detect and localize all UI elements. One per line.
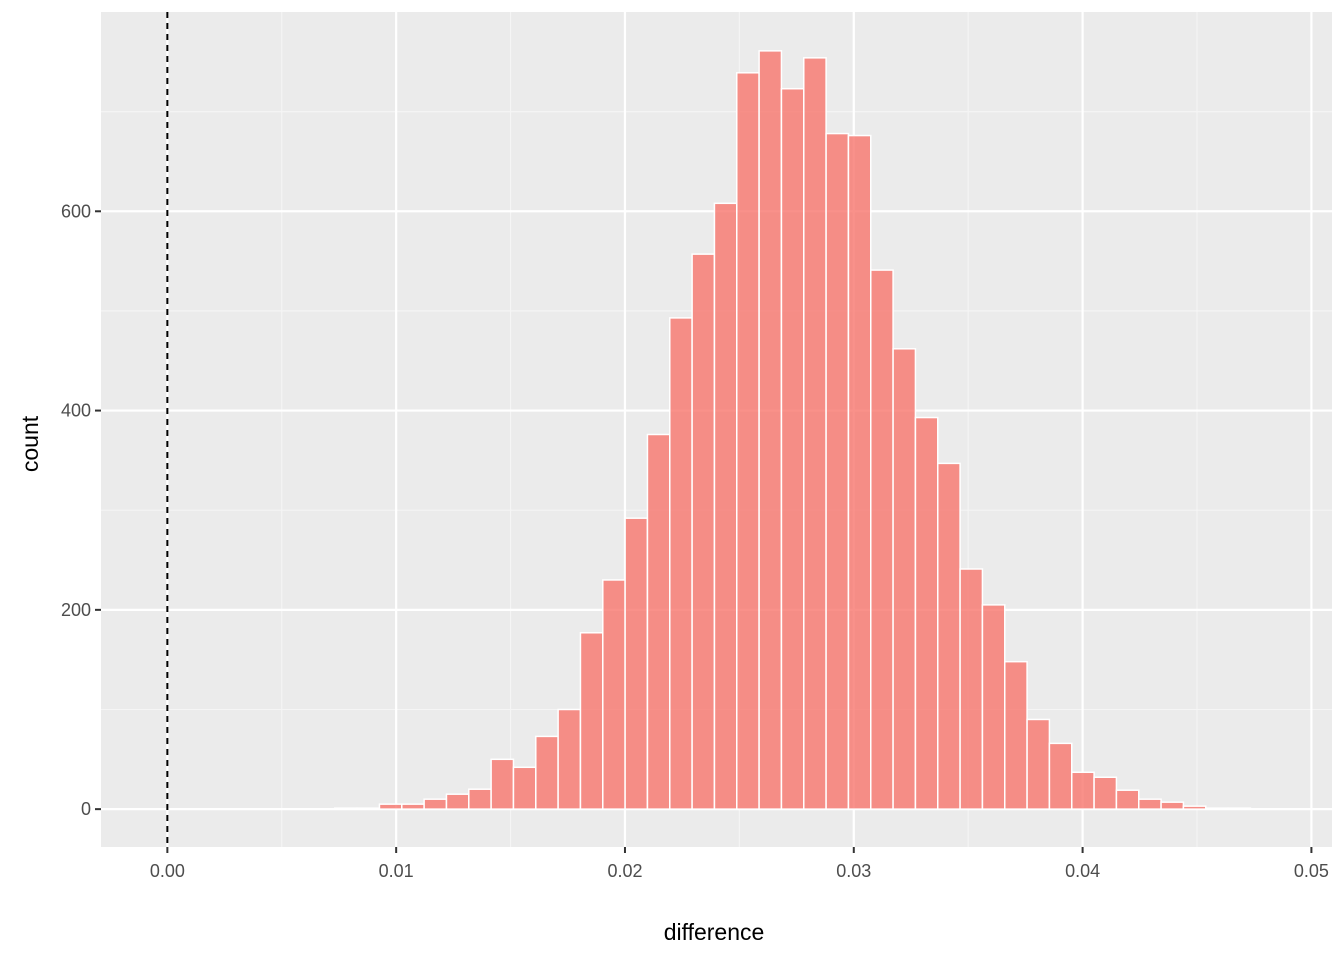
x-axis-title: difference	[664, 919, 765, 945]
histogram-bar	[1227, 807, 1252, 810]
histogram-bar	[736, 72, 760, 810]
histogram-bar	[579, 632, 604, 810]
x-tick-label: 0.04	[1065, 861, 1100, 881]
histogram-bar	[512, 766, 537, 810]
y-tick-label: 200	[61, 600, 91, 620]
histogram-bar	[468, 788, 492, 810]
histogram-bar	[490, 758, 515, 810]
histogram-bar	[758, 50, 783, 810]
y-tick-label: 400	[61, 401, 91, 421]
histogram-bar	[780, 87, 805, 810]
histogram-bar	[378, 803, 403, 810]
histogram-bar	[1137, 798, 1162, 810]
y-axis-title: count	[17, 415, 43, 472]
histogram-bar	[1182, 805, 1207, 810]
histogram-bar	[937, 462, 961, 810]
histogram-bar	[669, 317, 693, 810]
histogram-bar	[535, 735, 559, 810]
histogram-bar	[1071, 771, 1095, 810]
histogram-bar	[825, 132, 850, 810]
histogram-bar	[691, 253, 716, 810]
x-tick-label: 0.03	[836, 861, 871, 881]
x-axis: 0.00 0.01 0.02 0.03 0.04 0.05	[150, 847, 1329, 881]
x-tick-label: 0.02	[607, 861, 642, 881]
y-tick-label: 600	[61, 201, 91, 221]
y-tick-label: 0	[81, 799, 91, 819]
histogram-bars	[334, 50, 1252, 810]
histogram-bar	[1004, 660, 1028, 810]
y-axis: 0 200 400 600	[61, 201, 101, 819]
histogram-bar	[914, 416, 939, 810]
histogram-bar	[356, 807, 381, 810]
histogram-bar	[1026, 718, 1051, 810]
histogram-bar	[892, 348, 917, 810]
histogram-bar	[624, 517, 649, 810]
histogram-bar	[803, 57, 827, 810]
histogram-bar	[847, 134, 872, 810]
x-tick-label: 0.00	[150, 861, 185, 881]
histogram-bar	[557, 708, 582, 810]
histogram-bar	[1048, 742, 1073, 810]
x-tick-label: 0.05	[1294, 861, 1329, 881]
histogram-bar	[1160, 801, 1185, 810]
histogram-bar	[713, 202, 738, 810]
histogram-bar	[870, 269, 894, 810]
histogram-bar	[602, 579, 626, 810]
histogram-bar	[334, 807, 358, 810]
histogram-bar	[1115, 789, 1140, 810]
histogram-bar	[959, 568, 984, 810]
histogram-bar	[981, 604, 1006, 810]
histogram-bar	[646, 433, 671, 810]
histogram-bar	[401, 803, 425, 810]
x-tick-label: 0.01	[379, 861, 414, 881]
histogram-bar	[445, 793, 470, 810]
histogram-bar	[423, 798, 448, 810]
histogram-bar	[1204, 807, 1229, 810]
histogram-bar	[1093, 776, 1118, 810]
